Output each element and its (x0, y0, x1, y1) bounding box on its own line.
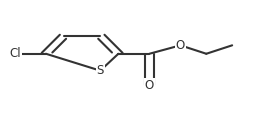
Text: O: O (145, 79, 154, 92)
Text: O: O (176, 39, 185, 52)
Text: S: S (96, 64, 104, 77)
Text: Cl: Cl (9, 47, 21, 60)
